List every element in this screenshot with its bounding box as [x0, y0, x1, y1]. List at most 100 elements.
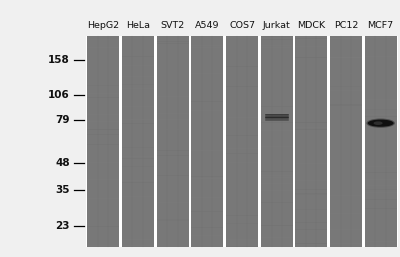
Bar	[365, 114, 396, 115]
Bar	[157, 224, 189, 225]
Bar	[365, 109, 396, 110]
Bar	[261, 47, 292, 48]
Bar	[261, 39, 292, 40]
Bar	[261, 183, 292, 184]
Bar	[261, 106, 292, 107]
Bar	[261, 171, 292, 172]
Bar	[295, 229, 327, 230]
Bar	[226, 93, 258, 94]
Bar	[330, 195, 362, 196]
Bar	[88, 39, 119, 40]
Bar	[88, 179, 119, 180]
Bar	[365, 189, 396, 190]
Bar	[157, 129, 189, 130]
Bar	[88, 97, 119, 98]
Bar	[226, 165, 258, 166]
Bar	[122, 182, 154, 183]
Bar	[365, 245, 396, 246]
Bar	[88, 121, 119, 122]
Bar	[330, 172, 362, 173]
Bar	[365, 89, 396, 90]
Bar	[192, 211, 223, 212]
Bar	[330, 105, 362, 106]
Bar	[365, 56, 396, 57]
Bar	[295, 129, 327, 130]
Bar	[295, 38, 327, 39]
Bar	[192, 157, 223, 158]
Bar	[330, 36, 362, 247]
Bar	[192, 176, 223, 177]
Text: 23: 23	[56, 221, 70, 231]
Bar	[295, 163, 327, 164]
Bar	[192, 101, 223, 102]
Bar	[295, 209, 327, 210]
Bar	[261, 190, 292, 191]
Bar	[226, 153, 258, 154]
Text: SVT2: SVT2	[160, 21, 185, 30]
Bar	[226, 86, 258, 87]
Bar	[261, 36, 292, 37]
Text: 106: 106	[48, 90, 70, 100]
Bar	[122, 106, 154, 107]
Text: 35: 35	[56, 185, 70, 195]
Text: HeLa: HeLa	[126, 21, 150, 30]
Bar	[330, 90, 362, 91]
Bar	[295, 189, 327, 190]
Bar	[261, 45, 292, 46]
Bar	[122, 84, 154, 85]
Bar	[226, 223, 258, 224]
Bar	[226, 246, 258, 247]
Bar	[122, 156, 154, 157]
Text: 48: 48	[55, 158, 70, 168]
Bar	[365, 37, 396, 38]
Ellipse shape	[368, 120, 394, 127]
Text: 79: 79	[56, 115, 70, 125]
Bar	[157, 202, 189, 203]
Bar	[192, 178, 223, 179]
Bar	[122, 56, 154, 57]
Bar	[88, 226, 119, 227]
Bar	[192, 36, 223, 247]
Bar	[122, 180, 154, 181]
Bar	[122, 229, 154, 230]
Bar	[295, 193, 327, 194]
Bar	[157, 219, 189, 220]
Bar	[295, 194, 327, 195]
Bar	[122, 156, 154, 157]
Bar	[122, 166, 154, 167]
Bar	[226, 37, 258, 38]
Bar	[261, 36, 292, 247]
Bar	[365, 37, 396, 38]
Bar	[157, 113, 189, 114]
Bar	[122, 36, 154, 247]
Bar	[86, 36, 398, 247]
Bar	[330, 38, 362, 39]
Text: HepG2: HepG2	[87, 21, 119, 30]
Bar	[192, 45, 223, 46]
Bar	[226, 66, 258, 67]
Bar	[192, 47, 223, 48]
Bar	[88, 245, 119, 246]
Bar	[330, 73, 362, 74]
Bar	[88, 162, 119, 163]
Bar	[88, 85, 119, 86]
Bar	[226, 36, 258, 247]
Bar	[88, 174, 119, 175]
Bar	[157, 119, 189, 120]
Bar	[226, 239, 258, 240]
Text: COS7: COS7	[229, 21, 255, 30]
Bar	[157, 37, 189, 38]
Bar	[192, 227, 223, 228]
Text: PC12: PC12	[334, 21, 358, 30]
Text: Jurkat: Jurkat	[263, 21, 290, 30]
Bar	[330, 128, 362, 129]
Bar	[192, 150, 223, 151]
Bar	[157, 155, 189, 156]
Bar	[192, 110, 223, 111]
Text: MDCK: MDCK	[297, 21, 325, 30]
Bar	[122, 65, 154, 66]
Bar	[226, 215, 258, 216]
Bar	[157, 220, 189, 221]
Bar	[157, 36, 189, 247]
Bar	[330, 243, 362, 244]
